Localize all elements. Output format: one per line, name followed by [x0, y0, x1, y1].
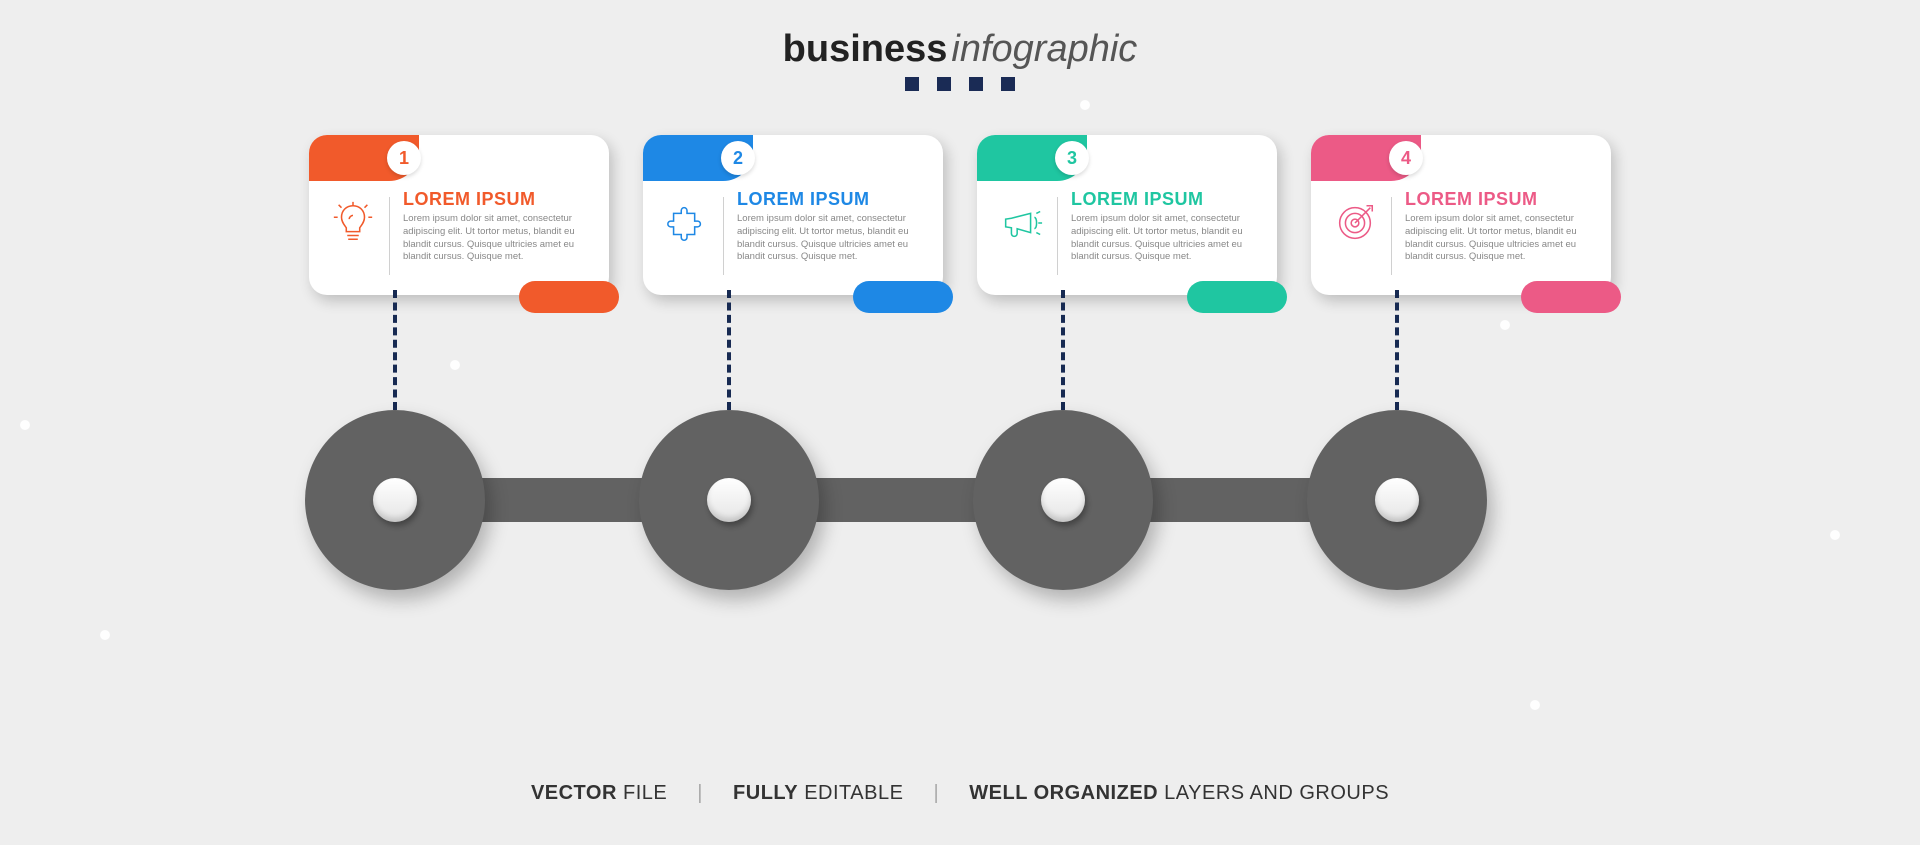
step-body: Lorem ipsum dolor sit amet, consectetur …: [403, 213, 597, 264]
step-card-2: 2 LOREM IPSUM Lorem ipsum dolor sit amet…: [643, 135, 943, 295]
footer-seg2-bold: FULLY: [733, 782, 798, 804]
title-light: infographic: [951, 28, 1137, 70]
step-card-3: 3 LOREM IPSUM Lorem ipsum dolor sit amet…: [977, 135, 1277, 295]
step-number: 1: [399, 148, 409, 169]
step-number-badge: 4: [1389, 141, 1423, 175]
page-title: businessinfographic: [0, 28, 1920, 71]
header-square: [937, 77, 951, 91]
timeline-connector: [1123, 478, 1323, 522]
timeline-connector: [789, 478, 989, 522]
dashed-connector: [727, 290, 731, 410]
card-divider: [723, 197, 724, 275]
timeline-inner-dot: [373, 478, 417, 522]
step-title: LOREM IPSUM: [737, 189, 870, 210]
step-number: 3: [1067, 148, 1077, 169]
dashed-connector: [393, 290, 397, 410]
card-pill: [853, 281, 953, 313]
header-squares: [0, 77, 1920, 91]
card-divider: [1057, 197, 1058, 275]
lightbulb-icon: [327, 197, 379, 249]
card-pill: [1521, 281, 1621, 313]
title-bold: business: [783, 28, 948, 70]
step-title: LOREM IPSUM: [403, 189, 536, 210]
footer-separator: |: [697, 782, 703, 804]
header-square: [905, 77, 919, 91]
decor-dot: [450, 360, 460, 370]
step-card-4: 4 LOREM IPSUM Lorem ipsum dolor sit amet…: [1311, 135, 1611, 295]
footer-seg1-bold: VECTOR: [531, 782, 617, 804]
header-square: [969, 77, 983, 91]
step-number: 2: [733, 148, 743, 169]
footer-seg3-rest: LAYERS AND GROUPS: [1158, 782, 1389, 804]
step-number: 4: [1401, 148, 1411, 169]
card-pill: [519, 281, 619, 313]
card-divider: [1391, 197, 1392, 275]
decor-dot: [1080, 100, 1090, 110]
dashed-connector: [1061, 290, 1065, 410]
timeline-inner-dot: [1375, 478, 1419, 522]
steps-row: 1 LOREM IPSUM Lorem ipsum dolor sit amet…: [0, 135, 1920, 295]
step-card-1: 1 LOREM IPSUM Lorem ipsum dolor sit amet…: [309, 135, 609, 295]
footer-seg3-bold: WELL ORGANIZED: [969, 782, 1158, 804]
puzzle-icon: [661, 197, 713, 249]
header-square: [1001, 77, 1015, 91]
timeline-inner-dot: [1041, 478, 1085, 522]
card-pill: [1187, 281, 1287, 313]
target-icon: [1329, 197, 1381, 249]
footer-seg2-rest: EDITABLE: [798, 782, 903, 804]
footer-separator: |: [934, 782, 940, 804]
step-number-badge: 1: [387, 141, 421, 175]
card-divider: [389, 197, 390, 275]
step-body: Lorem ipsum dolor sit amet, consectetur …: [1071, 213, 1265, 264]
step-number-badge: 2: [721, 141, 755, 175]
timeline-inner: [305, 400, 1615, 600]
timeline-connector: [455, 478, 655, 522]
step-title: LOREM IPSUM: [1071, 189, 1204, 210]
decor-dot: [1530, 700, 1540, 710]
step-number-badge: 3: [1055, 141, 1089, 175]
decor-dot: [1500, 320, 1510, 330]
timeline-inner-dot: [707, 478, 751, 522]
step-body: Lorem ipsum dolor sit amet, consectetur …: [1405, 213, 1599, 264]
footer: VECTOR FILE | FULLY EDITABLE | WELL ORGA…: [0, 782, 1920, 805]
timeline: [0, 400, 1920, 600]
footer-seg1-rest: FILE: [617, 782, 667, 804]
step-body: Lorem ipsum dolor sit amet, consectetur …: [737, 213, 931, 264]
page-header: businessinfographic: [0, 28, 1920, 91]
step-title: LOREM IPSUM: [1405, 189, 1538, 210]
dashed-connector: [1395, 290, 1399, 410]
decor-dot: [100, 630, 110, 640]
megaphone-icon: [995, 197, 1047, 249]
